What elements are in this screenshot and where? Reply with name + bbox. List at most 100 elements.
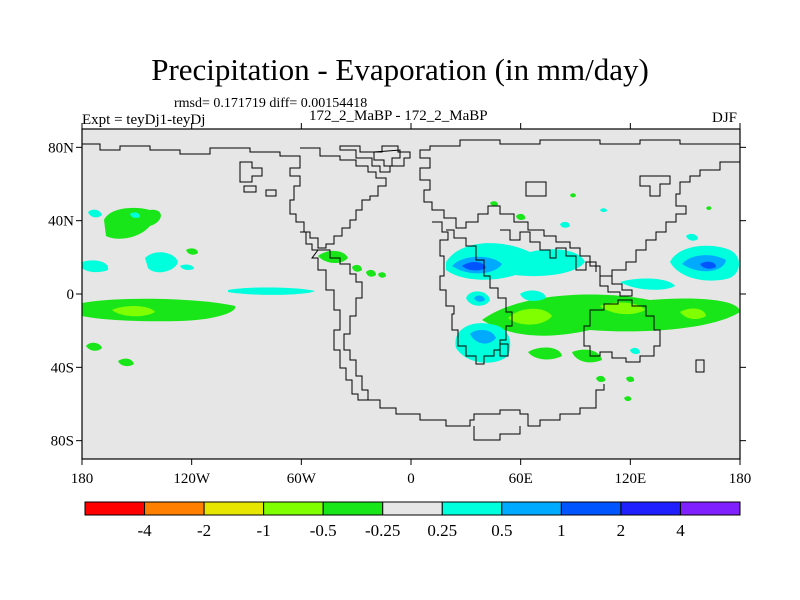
anomaly-region — [686, 233, 698, 241]
anomaly-core — [112, 306, 155, 317]
colorbar-swatch — [501, 501, 562, 516]
anomaly-core — [462, 262, 486, 271]
lon-tick-label: 0 — [407, 471, 415, 487]
coastline-eurasia — [419, 139, 741, 277]
lat-tick-label: 80N — [48, 140, 74, 156]
colorbar-swatch — [84, 501, 146, 516]
anomaly-region — [528, 347, 562, 360]
anomaly-region — [88, 209, 102, 218]
colorbar-label: -2 — [197, 521, 211, 540]
coastline-new-zealand — [695, 359, 705, 373]
anomaly-region — [186, 248, 198, 255]
coastline-maritime-continent — [599, 275, 633, 297]
colorbar-swatch — [620, 501, 681, 516]
anomaly-core — [600, 302, 645, 315]
anomaly-region — [82, 260, 109, 273]
lat-tick-label: 40N — [48, 214, 74, 230]
colorbar: -4 -2 -1 -0.5 -0.25 0.25 0.5 1 2 4 — [84, 501, 741, 540]
colorbar-swatch — [679, 501, 741, 516]
colorbar-label: 0.5 — [491, 521, 512, 540]
coastline-alaska-inlet — [239, 161, 263, 183]
lat-tick-label: 0 — [67, 287, 75, 303]
coastline-antarctic-bay — [473, 426, 521, 441]
anomaly-region — [572, 349, 602, 363]
coastline-antarctica — [368, 384, 605, 427]
coastline-small-island — [265, 189, 277, 197]
coastline-north-america — [82, 143, 387, 249]
coastline-caspian-lake — [525, 181, 547, 197]
experiment-label: Expt = teyDj1-teyDj — [82, 112, 206, 128]
lon-tick-label: 120E — [614, 471, 646, 487]
coastline-east-asia-coast — [639, 175, 671, 197]
colorbar-label: -0.5 — [310, 521, 337, 540]
latitude-axis: 80N 40N 0 40S 80S — [48, 140, 746, 450]
coastline-madagascar — [499, 343, 509, 357]
lat-tick-label: 40S — [51, 360, 74, 376]
stats-line: rmsd= 0.171719 diff= 0.00154418 — [174, 96, 368, 111]
anomaly-region — [482, 294, 740, 336]
colorbar-swatch — [263, 501, 324, 516]
anomaly-region — [86, 342, 102, 351]
lat-tick-label: 80S — [51, 434, 74, 450]
anomaly-region — [180, 264, 194, 270]
lon-tick-label: 180 — [729, 471, 752, 487]
season-label: DJF — [712, 110, 738, 126]
colorbar-swatch — [560, 501, 622, 516]
anomaly-region — [490, 201, 498, 207]
coastline-greenland-area — [373, 149, 401, 167]
anomaly-region — [378, 272, 386, 278]
colorbar-swatch — [441, 501, 503, 516]
anomaly-region — [560, 221, 570, 228]
anomaly-core — [508, 308, 552, 325]
colorbar-label: 0.25 — [427, 521, 457, 540]
lon-tick-label: 60W — [287, 471, 317, 487]
anomaly-region — [145, 252, 178, 273]
anomaly-region — [620, 278, 675, 290]
anomaly-core — [700, 261, 716, 269]
anomaly-region — [228, 287, 315, 295]
coastlines — [82, 139, 741, 441]
anomaly-core — [474, 295, 485, 302]
anomaly-region — [706, 206, 712, 211]
lon-tick-label: 120W — [173, 471, 211, 487]
anomaly-region — [516, 213, 526, 220]
lon-tick-label: 180 — [71, 471, 94, 487]
colorbar-swatch — [203, 501, 265, 516]
longitude-axis: 180 120W 60W 0 60E 120E 180 — [71, 123, 752, 487]
anomaly-region — [520, 290, 546, 302]
colorbar-label: 1 — [557, 521, 566, 540]
coastline-australia — [583, 299, 661, 363]
map-area — [81, 128, 741, 460]
colorbar-label: -0.25 — [365, 521, 400, 540]
colorbar-swatch — [322, 501, 384, 516]
coastline-south-america — [311, 249, 369, 401]
colorbar-swatch — [144, 501, 205, 516]
coastline-small-island — [243, 185, 257, 193]
coastline-africa — [432, 221, 513, 365]
anomaly-core — [470, 329, 496, 344]
anomaly-region — [596, 375, 606, 382]
anomaly-region — [630, 347, 640, 354]
anomaly-region — [600, 208, 607, 213]
colorbar-label: 2 — [617, 521, 626, 540]
colorbar-swatch — [382, 501, 443, 516]
anomaly-region — [570, 193, 576, 198]
lon-tick-label: 60E — [509, 471, 533, 487]
anomaly-region — [130, 212, 140, 218]
coastline-central-america — [300, 231, 318, 251]
anomaly-region — [366, 269, 376, 277]
coastline-arabia-india — [500, 229, 597, 272]
anomaly-region — [352, 264, 362, 272]
strong-positive-cores — [452, 255, 726, 344]
anomaly-core — [680, 308, 706, 320]
colorbar-label: 4 — [676, 521, 685, 540]
plot-title: Precipitation - Evaporation (in mm/day) — [151, 52, 649, 87]
strong-negative-cores — [112, 302, 706, 325]
colorbar-label: -4 — [137, 521, 152, 540]
anomaly-region — [118, 358, 134, 367]
comparison-label: 172_2_MaBP - 172_2_MaBP — [309, 108, 488, 124]
colorbar-label: -1 — [257, 521, 271, 540]
map-background — [82, 129, 740, 459]
anomaly-region — [626, 376, 635, 382]
